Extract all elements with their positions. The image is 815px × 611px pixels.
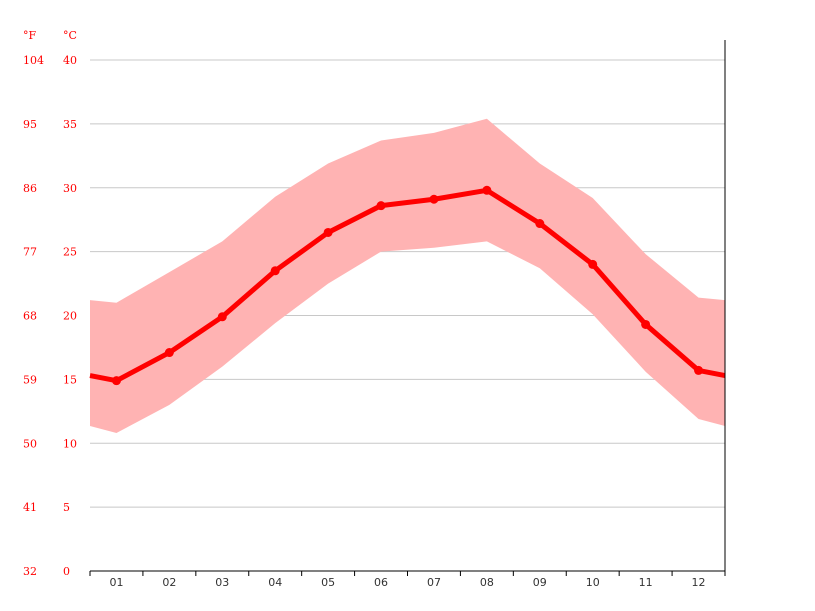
x-tick-label: 12	[692, 576, 706, 589]
average-point	[164, 348, 174, 358]
x-tick-label: 02	[162, 576, 176, 589]
x-tick-label: 04	[268, 576, 282, 589]
y-tick-f: 59	[23, 373, 37, 386]
x-tick-label: 03	[215, 576, 229, 589]
y-tick-f: 68	[23, 310, 37, 323]
y-tick-c: 30	[63, 182, 77, 195]
temperature-range-band	[90, 118, 725, 434]
y-tick-f: 95	[23, 118, 37, 131]
y-tick-f: 32	[23, 565, 37, 578]
x-tick-label: 05	[321, 576, 335, 589]
x-tick-label: 06	[374, 576, 388, 589]
y-tick-f: 104	[23, 54, 44, 67]
y-tick-f: 50	[23, 437, 37, 450]
average-point	[535, 219, 545, 229]
y-tick-c: 25	[63, 246, 77, 259]
average-point	[111, 376, 121, 386]
unit-c-label: °C	[63, 29, 77, 42]
y-tick-c: 5	[63, 501, 70, 514]
y-tick-f: 86	[23, 182, 37, 195]
average-point	[217, 312, 227, 322]
x-tick-label: 01	[109, 576, 123, 589]
average-temperature-line	[89, 187, 726, 384]
x-tick-label: 10	[586, 576, 600, 589]
average-point	[694, 365, 704, 375]
y-tick-c: 35	[63, 118, 77, 131]
y-tick-f: 41	[23, 501, 37, 514]
average-point	[588, 259, 598, 269]
y-tick-c: 15	[63, 373, 77, 386]
average-point	[270, 266, 280, 276]
x-tick-label: 09	[533, 576, 547, 589]
y-tick-f: 77	[23, 246, 37, 259]
y-tick-c: 20	[63, 310, 77, 323]
y-tick-c: 10	[63, 437, 77, 450]
y-tick-c: 0	[63, 565, 70, 578]
x-tick-label: 11	[639, 576, 653, 589]
average-point	[376, 201, 386, 211]
average-point	[429, 194, 439, 204]
x-tick-label: 08	[480, 576, 494, 589]
y-tick-c: 40	[63, 54, 77, 67]
average-point	[641, 319, 651, 329]
x-tick-label: 07	[427, 576, 441, 589]
average-point	[323, 227, 333, 237]
average-point	[482, 185, 492, 195]
unit-f-label: °F	[23, 29, 37, 42]
